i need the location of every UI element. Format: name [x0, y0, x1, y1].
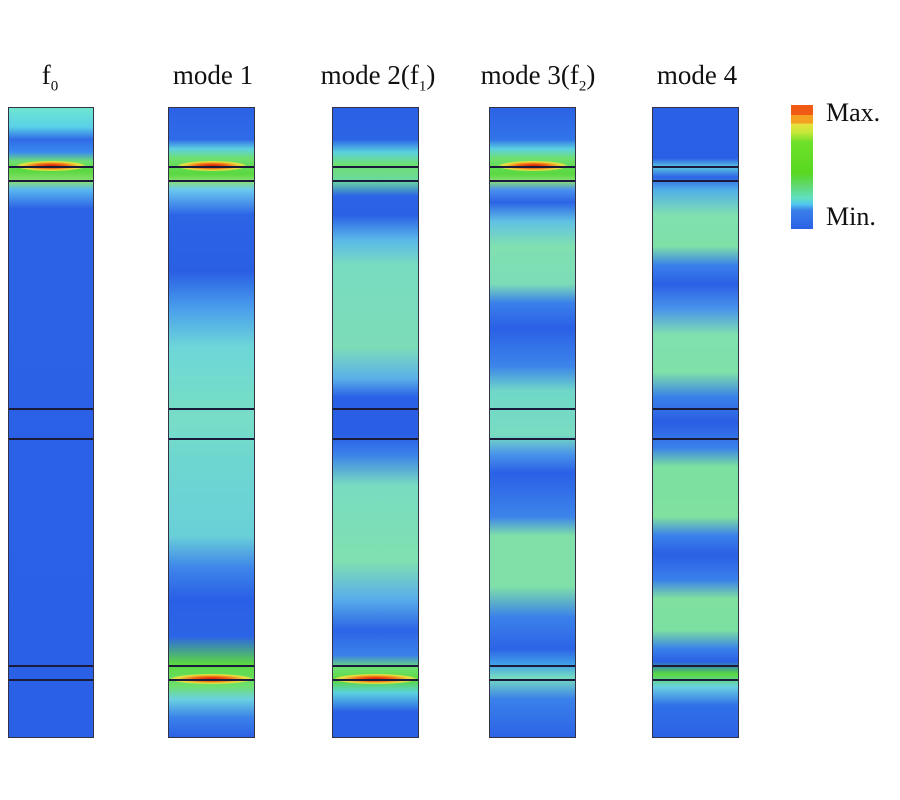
- interface-line: [169, 180, 254, 182]
- interface-line: [333, 180, 418, 182]
- interface-line: [333, 679, 418, 681]
- interface-line: [653, 180, 738, 182]
- interface-line: [9, 408, 93, 410]
- label-mode-4: mode 4: [656, 60, 738, 90]
- field-column-mode-3: [489, 107, 576, 738]
- interface-line: [333, 438, 418, 440]
- interface-line: [9, 166, 93, 168]
- legend-max-label: Max.: [826, 98, 881, 127]
- field-column-mode-2: [332, 107, 419, 738]
- interface-line: [490, 679, 575, 681]
- interface-line: [653, 166, 738, 168]
- label-f0: f0: [41, 60, 59, 95]
- interface-line: [9, 180, 93, 182]
- interface-line: [490, 166, 575, 168]
- legend-min-label: Min.: [826, 202, 876, 231]
- interface-line: [169, 408, 254, 410]
- interface-line: [490, 180, 575, 182]
- label-mode-1: mode 1: [172, 60, 254, 90]
- field-column-mode-4: [652, 107, 739, 738]
- interface-line: [490, 665, 575, 667]
- interface-line: [653, 408, 738, 410]
- interface-line: [9, 665, 93, 667]
- interface-line: [169, 166, 254, 168]
- color-scale-bar: [791, 105, 813, 229]
- interface-line: [9, 679, 93, 681]
- label-mode-3: mode 3(f2): [480, 60, 596, 95]
- interface-line: [333, 166, 418, 168]
- interface-line: [169, 665, 254, 667]
- interface-line: [653, 438, 738, 440]
- label-mode-2: mode 2(f1): [320, 60, 436, 95]
- interface-line: [169, 438, 254, 440]
- interface-line: [653, 679, 738, 681]
- interface-line: [333, 408, 418, 410]
- interface-line: [490, 408, 575, 410]
- interface-line: [490, 438, 575, 440]
- interface-line: [333, 665, 418, 667]
- field-column-mode-1: [168, 107, 255, 738]
- field-column-f0: [8, 107, 94, 738]
- interface-line: [9, 438, 93, 440]
- interface-line: [169, 679, 254, 681]
- interface-line: [653, 665, 738, 667]
